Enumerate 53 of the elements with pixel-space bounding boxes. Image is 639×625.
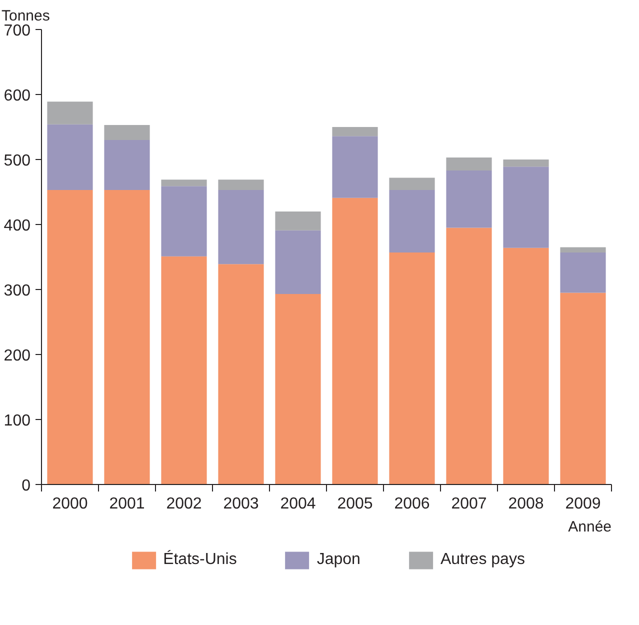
y-tick-label: 200 — [4, 348, 31, 364]
bar — [389, 252, 435, 484]
bar — [275, 294, 321, 484]
x-tick-label: 2009 — [565, 496, 601, 512]
y-tick-label: 500 — [4, 152, 31, 170]
bar — [560, 247, 606, 252]
bar — [104, 190, 150, 484]
bar — [389, 178, 435, 190]
bar — [218, 180, 264, 190]
x-tick-label: 2004 — [280, 496, 316, 512]
bar — [503, 248, 549, 484]
bar — [332, 198, 378, 484]
bar — [503, 160, 549, 167]
bar — [161, 186, 207, 256]
bar — [104, 140, 150, 190]
x-axis-title: Année — [568, 518, 612, 536]
legend-label: Japon — [316, 551, 360, 569]
bar — [47, 102, 93, 124]
y-tick-label: 100 — [4, 412, 31, 430]
bar — [332, 136, 378, 198]
bar — [446, 170, 492, 228]
legend-label: Autres pays — [440, 551, 525, 569]
bar — [275, 212, 321, 230]
x-tick-label: 2008 — [508, 496, 544, 512]
legend-label: États-Unis — [163, 551, 237, 569]
x-tick-label: 2006 — [394, 496, 430, 512]
bar — [161, 256, 207, 484]
y-tick-label: 600 — [4, 88, 31, 104]
y-axis-title: Tonnes — [2, 8, 50, 24]
x-tick-label: 2005 — [337, 496, 373, 512]
x-tick-label: 2002 — [166, 496, 202, 512]
bar — [560, 292, 606, 484]
bar — [446, 158, 492, 171]
y-tick-label: 300 — [4, 282, 31, 300]
x-tick-label: 2003 — [223, 496, 259, 512]
bar — [47, 124, 93, 190]
bar — [560, 252, 606, 293]
y-tick-label: 0 — [22, 478, 31, 494]
bar — [104, 125, 150, 140]
bar — [503, 166, 549, 248]
x-tick-label: 2007 — [451, 496, 487, 512]
bar — [389, 190, 435, 252]
y-tick-label: 400 — [4, 218, 31, 234]
x-tick-label: 2001 — [109, 496, 145, 512]
bar — [47, 190, 93, 484]
x-tick-label: 2000 — [52, 496, 88, 512]
bar — [218, 190, 264, 264]
y-tick-label: 700 — [4, 22, 31, 40]
bar — [332, 127, 378, 136]
bar — [446, 228, 492, 484]
bar — [218, 264, 264, 484]
bar — [161, 180, 207, 186]
bar — [275, 230, 321, 294]
